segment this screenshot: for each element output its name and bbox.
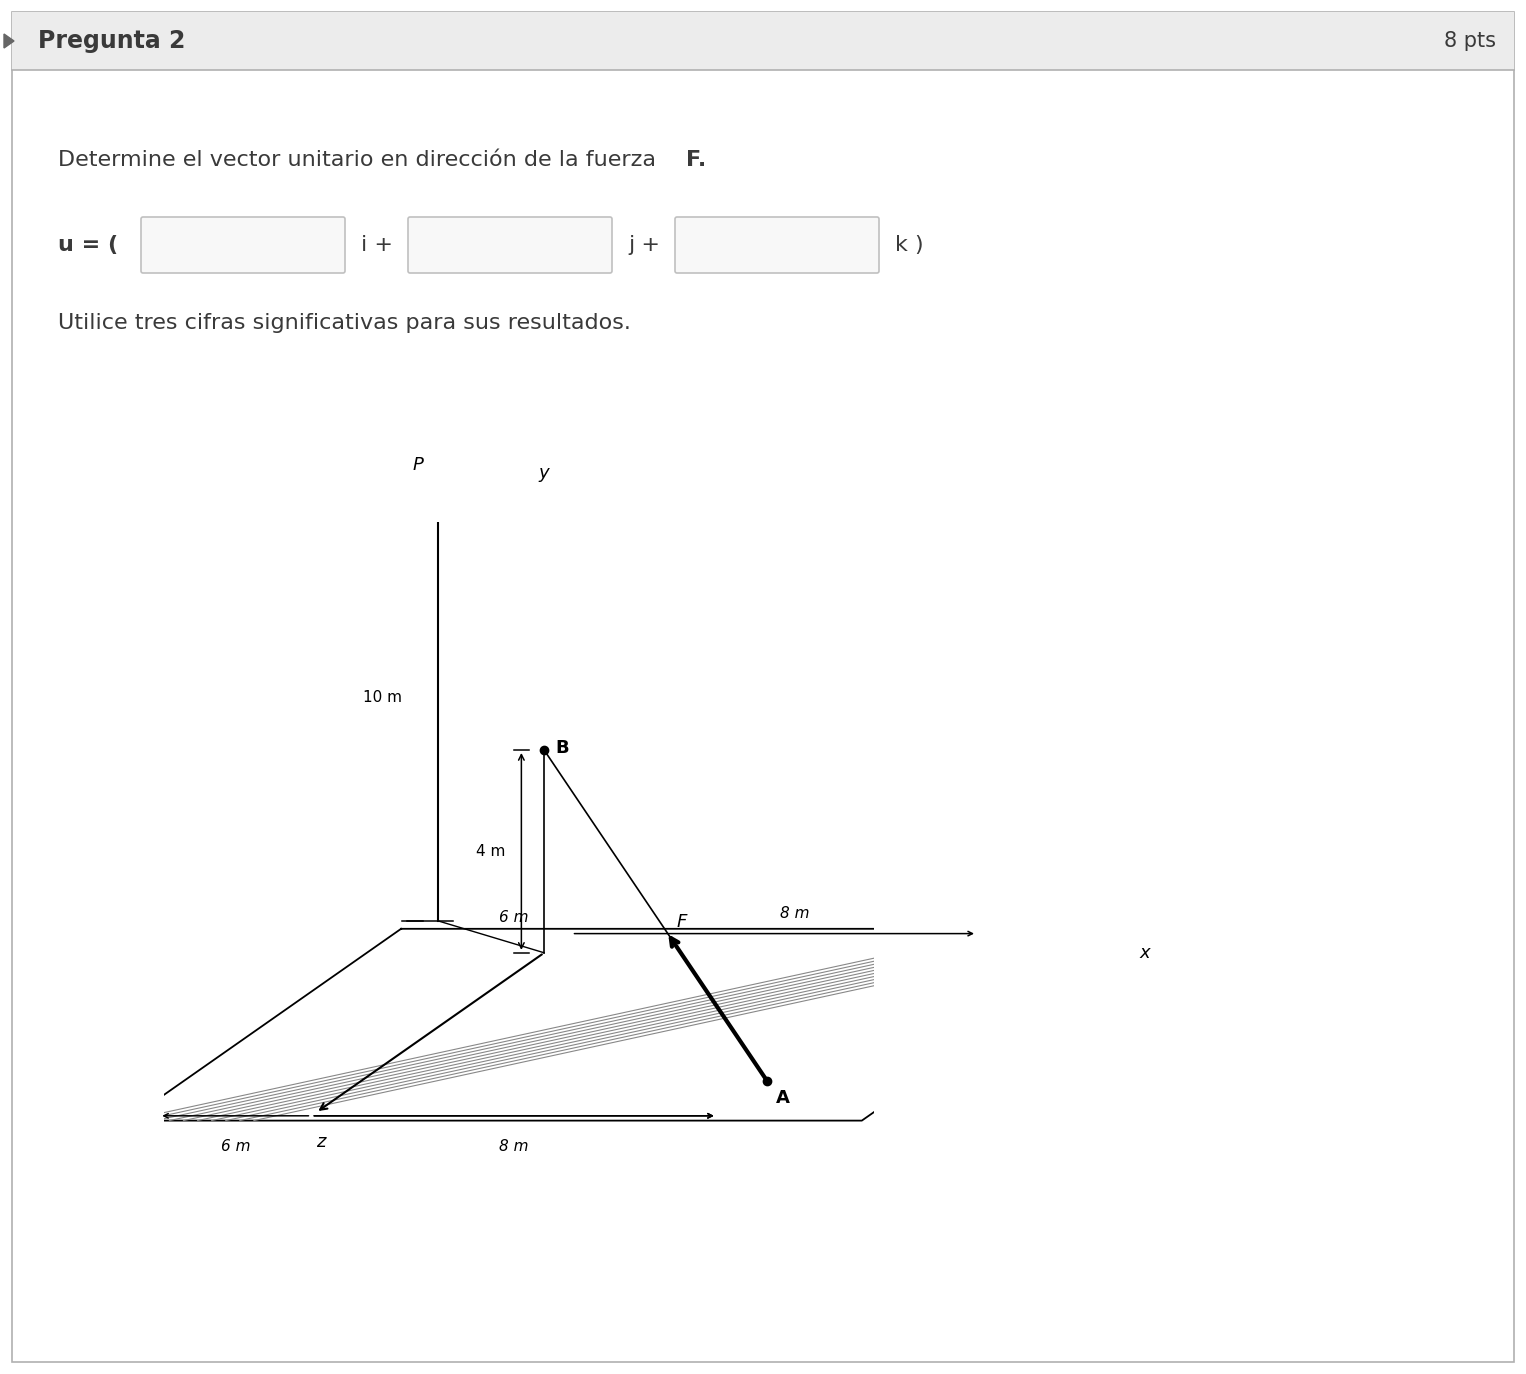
Text: 4 m: 4 m xyxy=(476,844,505,859)
Text: 10 m: 10 m xyxy=(363,690,401,705)
Text: z: z xyxy=(316,1134,325,1151)
FancyBboxPatch shape xyxy=(140,217,345,273)
Text: 8 m: 8 m xyxy=(780,905,809,921)
FancyBboxPatch shape xyxy=(674,217,879,273)
Text: Pregunta 2: Pregunta 2 xyxy=(38,29,185,54)
Text: F: F xyxy=(678,912,687,930)
Text: j +: j + xyxy=(629,235,661,256)
Text: y: y xyxy=(539,463,549,481)
Text: A: A xyxy=(777,1090,790,1107)
Polygon shape xyxy=(5,34,14,48)
FancyBboxPatch shape xyxy=(407,217,612,273)
Text: u = (: u = ( xyxy=(58,235,118,256)
Text: B: B xyxy=(555,739,569,757)
Text: 6 m: 6 m xyxy=(499,910,528,925)
Text: Utilice tres cifras significativas para sus resultados.: Utilice tres cifras significativas para … xyxy=(58,313,630,333)
Text: P: P xyxy=(412,456,423,474)
Text: x: x xyxy=(1140,944,1151,962)
Bar xyxy=(12,12,1514,70)
Text: i +: i + xyxy=(362,235,394,256)
Text: 8 m: 8 m xyxy=(499,1139,528,1154)
Text: k ): k ) xyxy=(896,235,923,256)
Text: 6 m: 6 m xyxy=(221,1139,250,1154)
Text: F.: F. xyxy=(687,150,707,170)
Text: 8 pts: 8 pts xyxy=(1444,32,1495,51)
Text: Determine el vector unitario en dirección de la fuerza: Determine el vector unitario en direcció… xyxy=(58,150,664,170)
